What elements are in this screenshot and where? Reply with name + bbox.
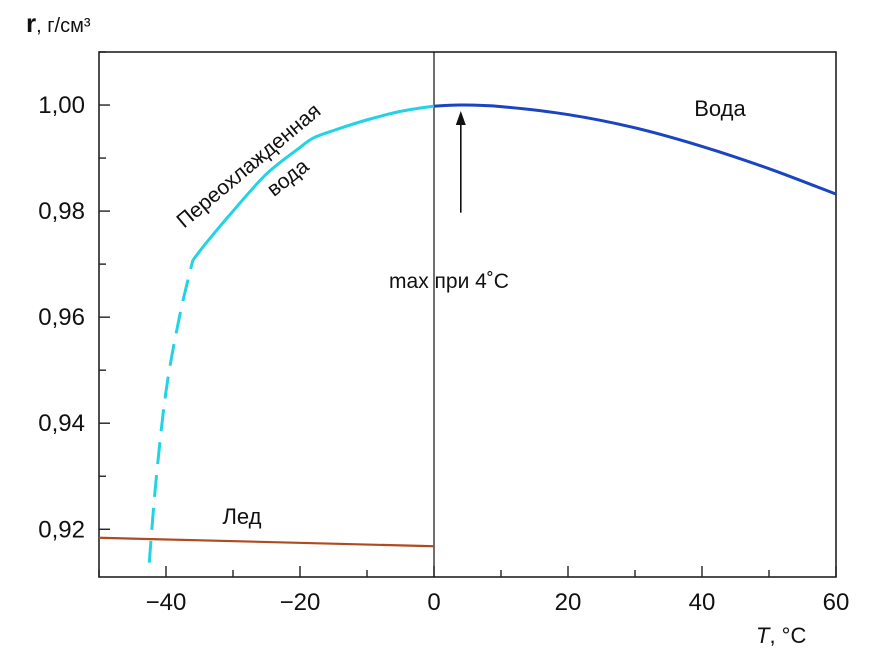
supercooled-water-dashed-line xyxy=(147,260,195,563)
x-tick-label: 0 xyxy=(427,589,440,616)
x-axis-symbol: T xyxy=(756,623,771,648)
max-label: max при 4˚С xyxy=(389,270,509,293)
x-tick-label: 60 xyxy=(823,589,850,616)
x-tick-label: 40 xyxy=(689,589,716,616)
y-axis-label: r, г/см³ xyxy=(26,8,91,38)
x-axis-unit: , °С xyxy=(769,623,806,648)
supercooled-water-line xyxy=(191,104,435,262)
x-axis-label: T, °С xyxy=(756,623,806,648)
water-line xyxy=(433,103,837,196)
y-tick-label: 0,94 xyxy=(38,410,85,437)
y-tick-label: 1,00 xyxy=(38,92,85,119)
x-tick-label: −40 xyxy=(146,589,187,616)
x-tick-label: 20 xyxy=(555,589,582,616)
ice-label: Лед xyxy=(222,504,261,529)
plot-frame xyxy=(98,51,837,578)
x-tick-label: −20 xyxy=(280,589,321,616)
ice-line xyxy=(98,536,435,548)
y-axis-symbol: r xyxy=(26,8,36,38)
max-arrow-head xyxy=(455,111,466,126)
y-tick-label: 0,96 xyxy=(38,304,85,331)
water-label: Вода xyxy=(694,96,746,121)
y-tick-label: 0,98 xyxy=(38,198,85,225)
y-tick-label: 0,92 xyxy=(38,516,85,543)
y-axis-unit: , г/см³ xyxy=(36,15,91,37)
